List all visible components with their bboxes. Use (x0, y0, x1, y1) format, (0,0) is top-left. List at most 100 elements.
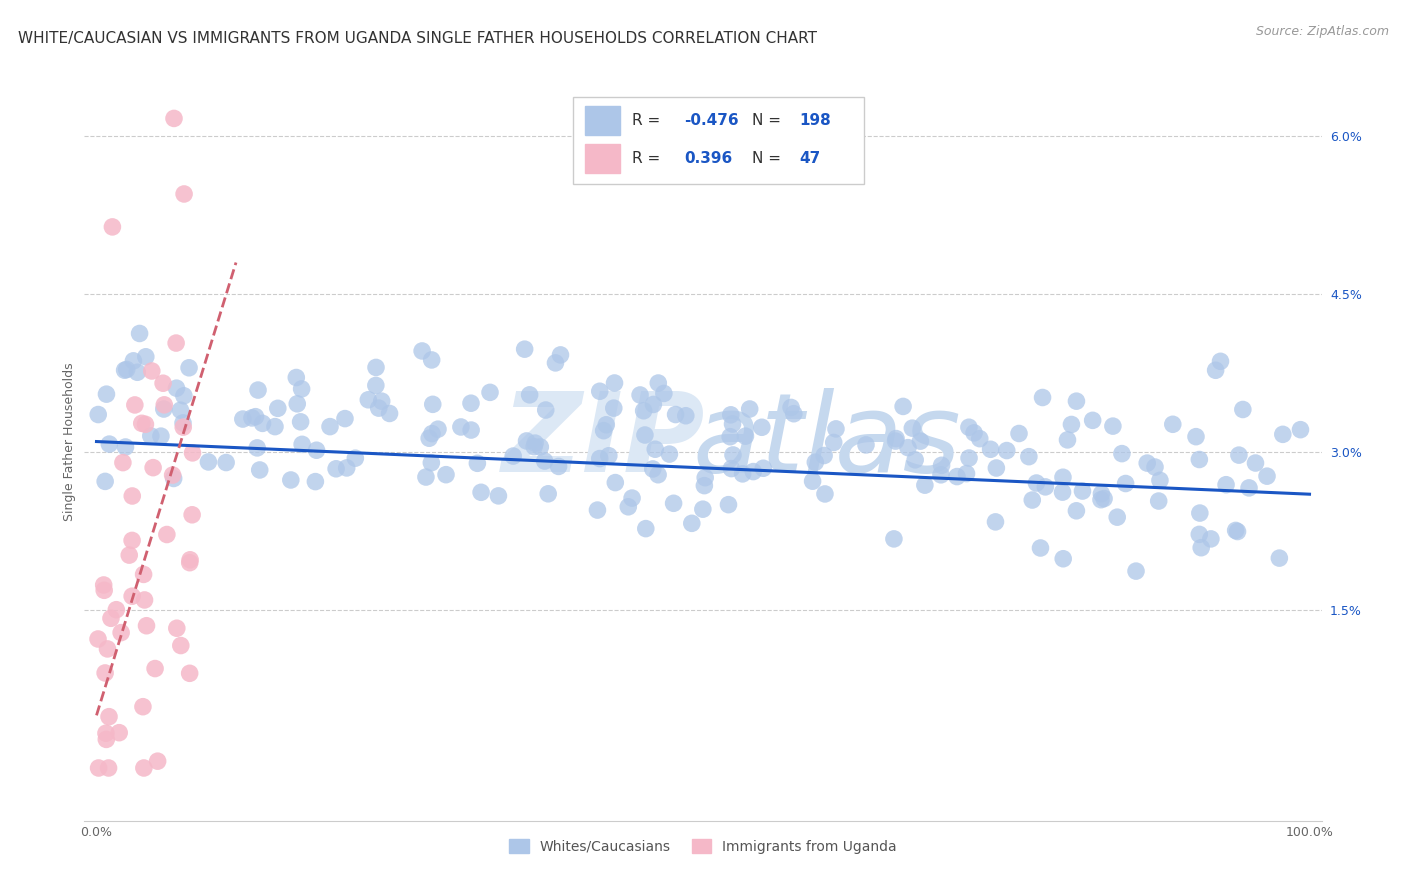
Point (1111, 447, 1133, 461)
Point (825, 422, 848, 436)
Point (980, 442, 1002, 457)
Point (121, 489, 143, 503)
Point (285, 397, 308, 411)
Point (721, 417, 744, 431)
Point (957, 450, 980, 465)
Point (267, 401, 290, 416)
Point (534, 403, 557, 417)
Point (658, 447, 681, 461)
Point (246, 441, 269, 455)
Point (544, 356, 567, 370)
Point (177, 360, 200, 375)
Point (955, 467, 977, 481)
Point (280, 473, 302, 487)
Text: -0.476: -0.476 (685, 113, 740, 128)
Point (813, 449, 835, 463)
Point (325, 462, 347, 476)
Point (547, 459, 569, 474)
Point (96, 641, 118, 656)
Point (1056, 433, 1078, 447)
Point (884, 434, 907, 448)
Point (1052, 470, 1074, 484)
Point (633, 403, 655, 417)
Point (1185, 430, 1208, 444)
Point (550, 348, 572, 362)
Point (1090, 492, 1112, 507)
Point (132, 761, 155, 775)
Point (96, 732, 118, 747)
Point (1092, 491, 1115, 506)
Point (336, 461, 359, 475)
Point (1244, 456, 1267, 470)
Point (152, 376, 174, 391)
Point (232, 412, 254, 426)
Point (114, 363, 136, 377)
Point (122, 354, 145, 368)
Point (595, 417, 617, 432)
Point (1271, 427, 1294, 442)
Point (652, 386, 675, 401)
Point (801, 474, 824, 488)
Text: 198: 198 (800, 113, 831, 128)
Point (751, 420, 773, 434)
Point (814, 487, 837, 501)
FancyBboxPatch shape (574, 96, 863, 184)
Point (823, 435, 845, 450)
Point (1188, 527, 1211, 541)
Point (422, 397, 444, 411)
Point (995, 443, 1018, 458)
Point (804, 455, 827, 469)
Point (87, 408, 110, 422)
Point (166, 381, 188, 395)
Point (344, 451, 367, 466)
Point (1226, 524, 1249, 539)
Text: R =: R = (633, 113, 665, 128)
Point (305, 443, 328, 458)
Point (1189, 541, 1212, 555)
Point (603, 376, 626, 390)
Point (197, 455, 219, 469)
Point (134, 417, 156, 432)
Point (128, 326, 150, 341)
Point (143, 661, 166, 675)
Text: 0.396: 0.396 (685, 152, 733, 166)
Point (467, 456, 489, 470)
Point (721, 448, 744, 462)
Point (519, 388, 541, 402)
Point (333, 411, 356, 425)
Point (357, 392, 380, 407)
Point (418, 431, 440, 445)
Point (166, 621, 188, 635)
Point (118, 548, 141, 562)
Point (163, 112, 186, 126)
Point (215, 456, 238, 470)
Point (172, 420, 194, 434)
Point (173, 186, 195, 201)
Point (87, 632, 110, 646)
Y-axis label: Single Father Households: Single Father Households (63, 362, 76, 521)
Point (1161, 417, 1184, 432)
Point (1066, 504, 1088, 518)
Point (524, 436, 547, 450)
Point (643, 397, 665, 411)
Point (420, 426, 443, 441)
Point (169, 403, 191, 417)
Point (249, 463, 271, 477)
Point (1025, 476, 1047, 491)
Point (173, 389, 195, 403)
Point (1052, 551, 1074, 566)
Point (245, 409, 267, 424)
Point (121, 533, 143, 548)
Point (114, 440, 136, 454)
Point (641, 462, 664, 476)
Point (364, 378, 387, 392)
Point (1018, 450, 1040, 464)
Point (291, 382, 314, 396)
Point (370, 394, 392, 409)
Point (1215, 477, 1237, 491)
Point (681, 516, 703, 531)
Point (1237, 481, 1260, 495)
Point (139, 429, 162, 443)
Point (720, 461, 742, 475)
Point (647, 467, 669, 482)
